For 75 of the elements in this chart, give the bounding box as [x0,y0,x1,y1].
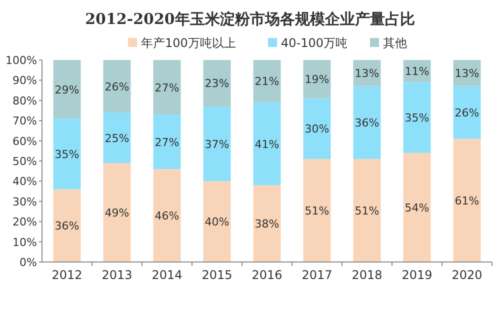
x-tick-label: 2015 [202,268,232,282]
data-label: 46% [154,210,180,223]
x-tick-label: 2013 [102,268,132,282]
bar [303,60,331,98]
bar [153,114,181,170]
data-label: 13% [354,67,380,80]
data-label: 38% [254,218,280,231]
bar [203,106,231,182]
y-tick-label: 40% [12,175,37,188]
bar [353,158,381,262]
x-tick-label: 2014 [152,268,182,282]
data-label: 36% [54,220,80,233]
y-tick-label: 70% [12,114,37,128]
data-label: 23% [204,77,230,90]
data-label: 30% [304,122,330,136]
data-label: 61% [454,194,480,208]
data-label: 13% [454,67,480,80]
x-tick-label: 2016 [252,268,282,282]
data-label: 51% [354,204,380,218]
y-tick-label: 60% [12,134,37,148]
bar [53,189,81,262]
bar [253,102,281,186]
legend-label: 其他 [383,36,407,50]
data-label: 26% [104,80,130,94]
data-label: 54% [404,201,430,214]
data-label: 29% [54,83,80,96]
legend-label: 40-100万吨 [281,36,348,50]
y-tick-label: 80% [12,94,37,108]
x-tick-label: 2018 [352,268,382,282]
bar [153,60,181,115]
data-label: 27% [154,81,180,94]
data-label: 11% [404,65,430,78]
x-tick-label: 2019 [402,268,432,282]
x-tick-label: 2020 [452,268,482,282]
data-label: 41% [254,138,280,151]
bar [53,60,81,119]
bar [303,98,331,159]
y-tick-label: 10% [12,236,37,249]
data-label: 36% [354,116,380,130]
data-label: 37% [204,138,230,151]
data-label: 35% [54,148,80,161]
chart-title: 2012-2020年玉米淀粉市场各规模企业产量占比 [85,10,415,28]
y-tick-label: 50% [12,155,37,168]
y-tick-label: 20% [12,216,37,229]
data-label: 40% [204,216,230,229]
x-tick-label: 2012 [52,268,82,282]
y-tick-label: 100% [6,54,37,67]
bar [303,158,331,262]
bar [253,60,281,102]
bar [203,60,231,106]
data-label: 27% [154,136,180,149]
data-label: 35% [404,112,430,125]
bar [203,181,231,262]
bar [453,138,481,262]
bar [353,86,381,159]
data-label: 19% [304,73,330,86]
data-label: 21% [254,75,280,88]
bar [253,185,281,262]
bar [103,60,131,113]
data-label: 49% [104,206,130,220]
bar [53,118,81,190]
data-label: 51% [304,204,330,218]
legend-label: 年产100万吨以上 [141,36,236,50]
bar [153,169,181,262]
bar [103,112,131,164]
y-tick-label: 30% [12,195,37,208]
data-label: 25% [104,132,130,145]
bar [403,82,431,153]
bar [453,86,481,139]
bar [403,152,431,262]
y-tick-label: 90% [12,74,37,88]
y-tick-label: 0% [20,256,37,269]
data-label: 26% [454,106,480,120]
x-tick-label: 2017 [302,268,332,282]
bar [103,163,131,262]
